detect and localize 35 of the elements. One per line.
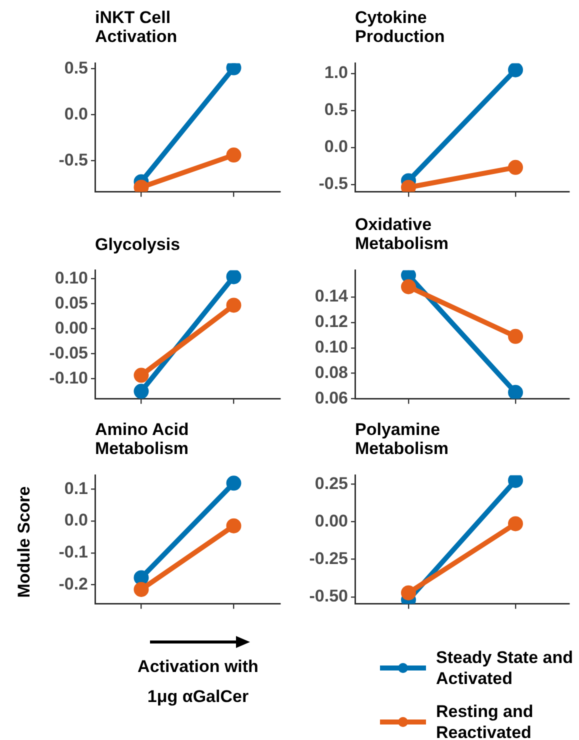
y-tick-label: 0.05 <box>54 293 88 312</box>
chart-title: iNKT Cell Activation <box>95 8 178 46</box>
y-tick-label: -0.1 <box>58 542 88 562</box>
y-tick-label: 0.06 <box>314 388 348 408</box>
y-axis-title: Module Score <box>14 486 34 598</box>
chart-title: Oxidative Metabolism <box>355 215 450 253</box>
y-tick-label: 0.5 <box>64 58 88 78</box>
y-tick-label: 0.00 <box>54 318 88 338</box>
y-tick-label: 0.10 <box>314 338 348 357</box>
chart-title: Glycolysis <box>95 235 182 254</box>
y-tick-label: 0.14 <box>314 286 349 306</box>
y-tick-label: -0.5 <box>58 150 88 170</box>
chart-title: Amino Acid Metabolism <box>95 420 190 458</box>
y-tick-label: -0.05 <box>49 343 88 362</box>
y-tick-label: 0.0 <box>64 104 88 124</box>
y-tick-label: 0.0 <box>64 510 88 530</box>
y-tick-label: 0.00 <box>314 511 348 530</box>
y-tick-label: -0.50 <box>309 586 348 606</box>
y-tick-label: 0.12 <box>314 312 348 332</box>
y-tick-label: 0.25 <box>314 474 348 493</box>
y-tick-label: 1.0 <box>324 63 348 82</box>
x-axis-title: Activation with 1μg αGalCer <box>136 656 260 708</box>
y-tick-label: 0.5 <box>324 100 348 120</box>
y-tick-label: -0.2 <box>58 574 88 594</box>
y-tick-label: -0.5 <box>318 174 348 194</box>
legend-label: Resting and Reactivated <box>436 701 534 740</box>
chart-title: Polyamine Metabolism <box>355 420 450 458</box>
y-tick-label: -0.10 <box>49 368 88 388</box>
y-tick-label: 0.10 <box>54 268 88 288</box>
legend-label: Steady State and Activated <box>436 647 574 689</box>
y-tick-label: 0.0 <box>324 137 348 156</box>
y-tick-label: -0.25 <box>309 549 348 568</box>
y-tick-label: 0.1 <box>64 478 88 498</box>
chart-title: Cytokine Production <box>355 8 446 46</box>
y-tick-label: 0.08 <box>314 363 348 382</box>
